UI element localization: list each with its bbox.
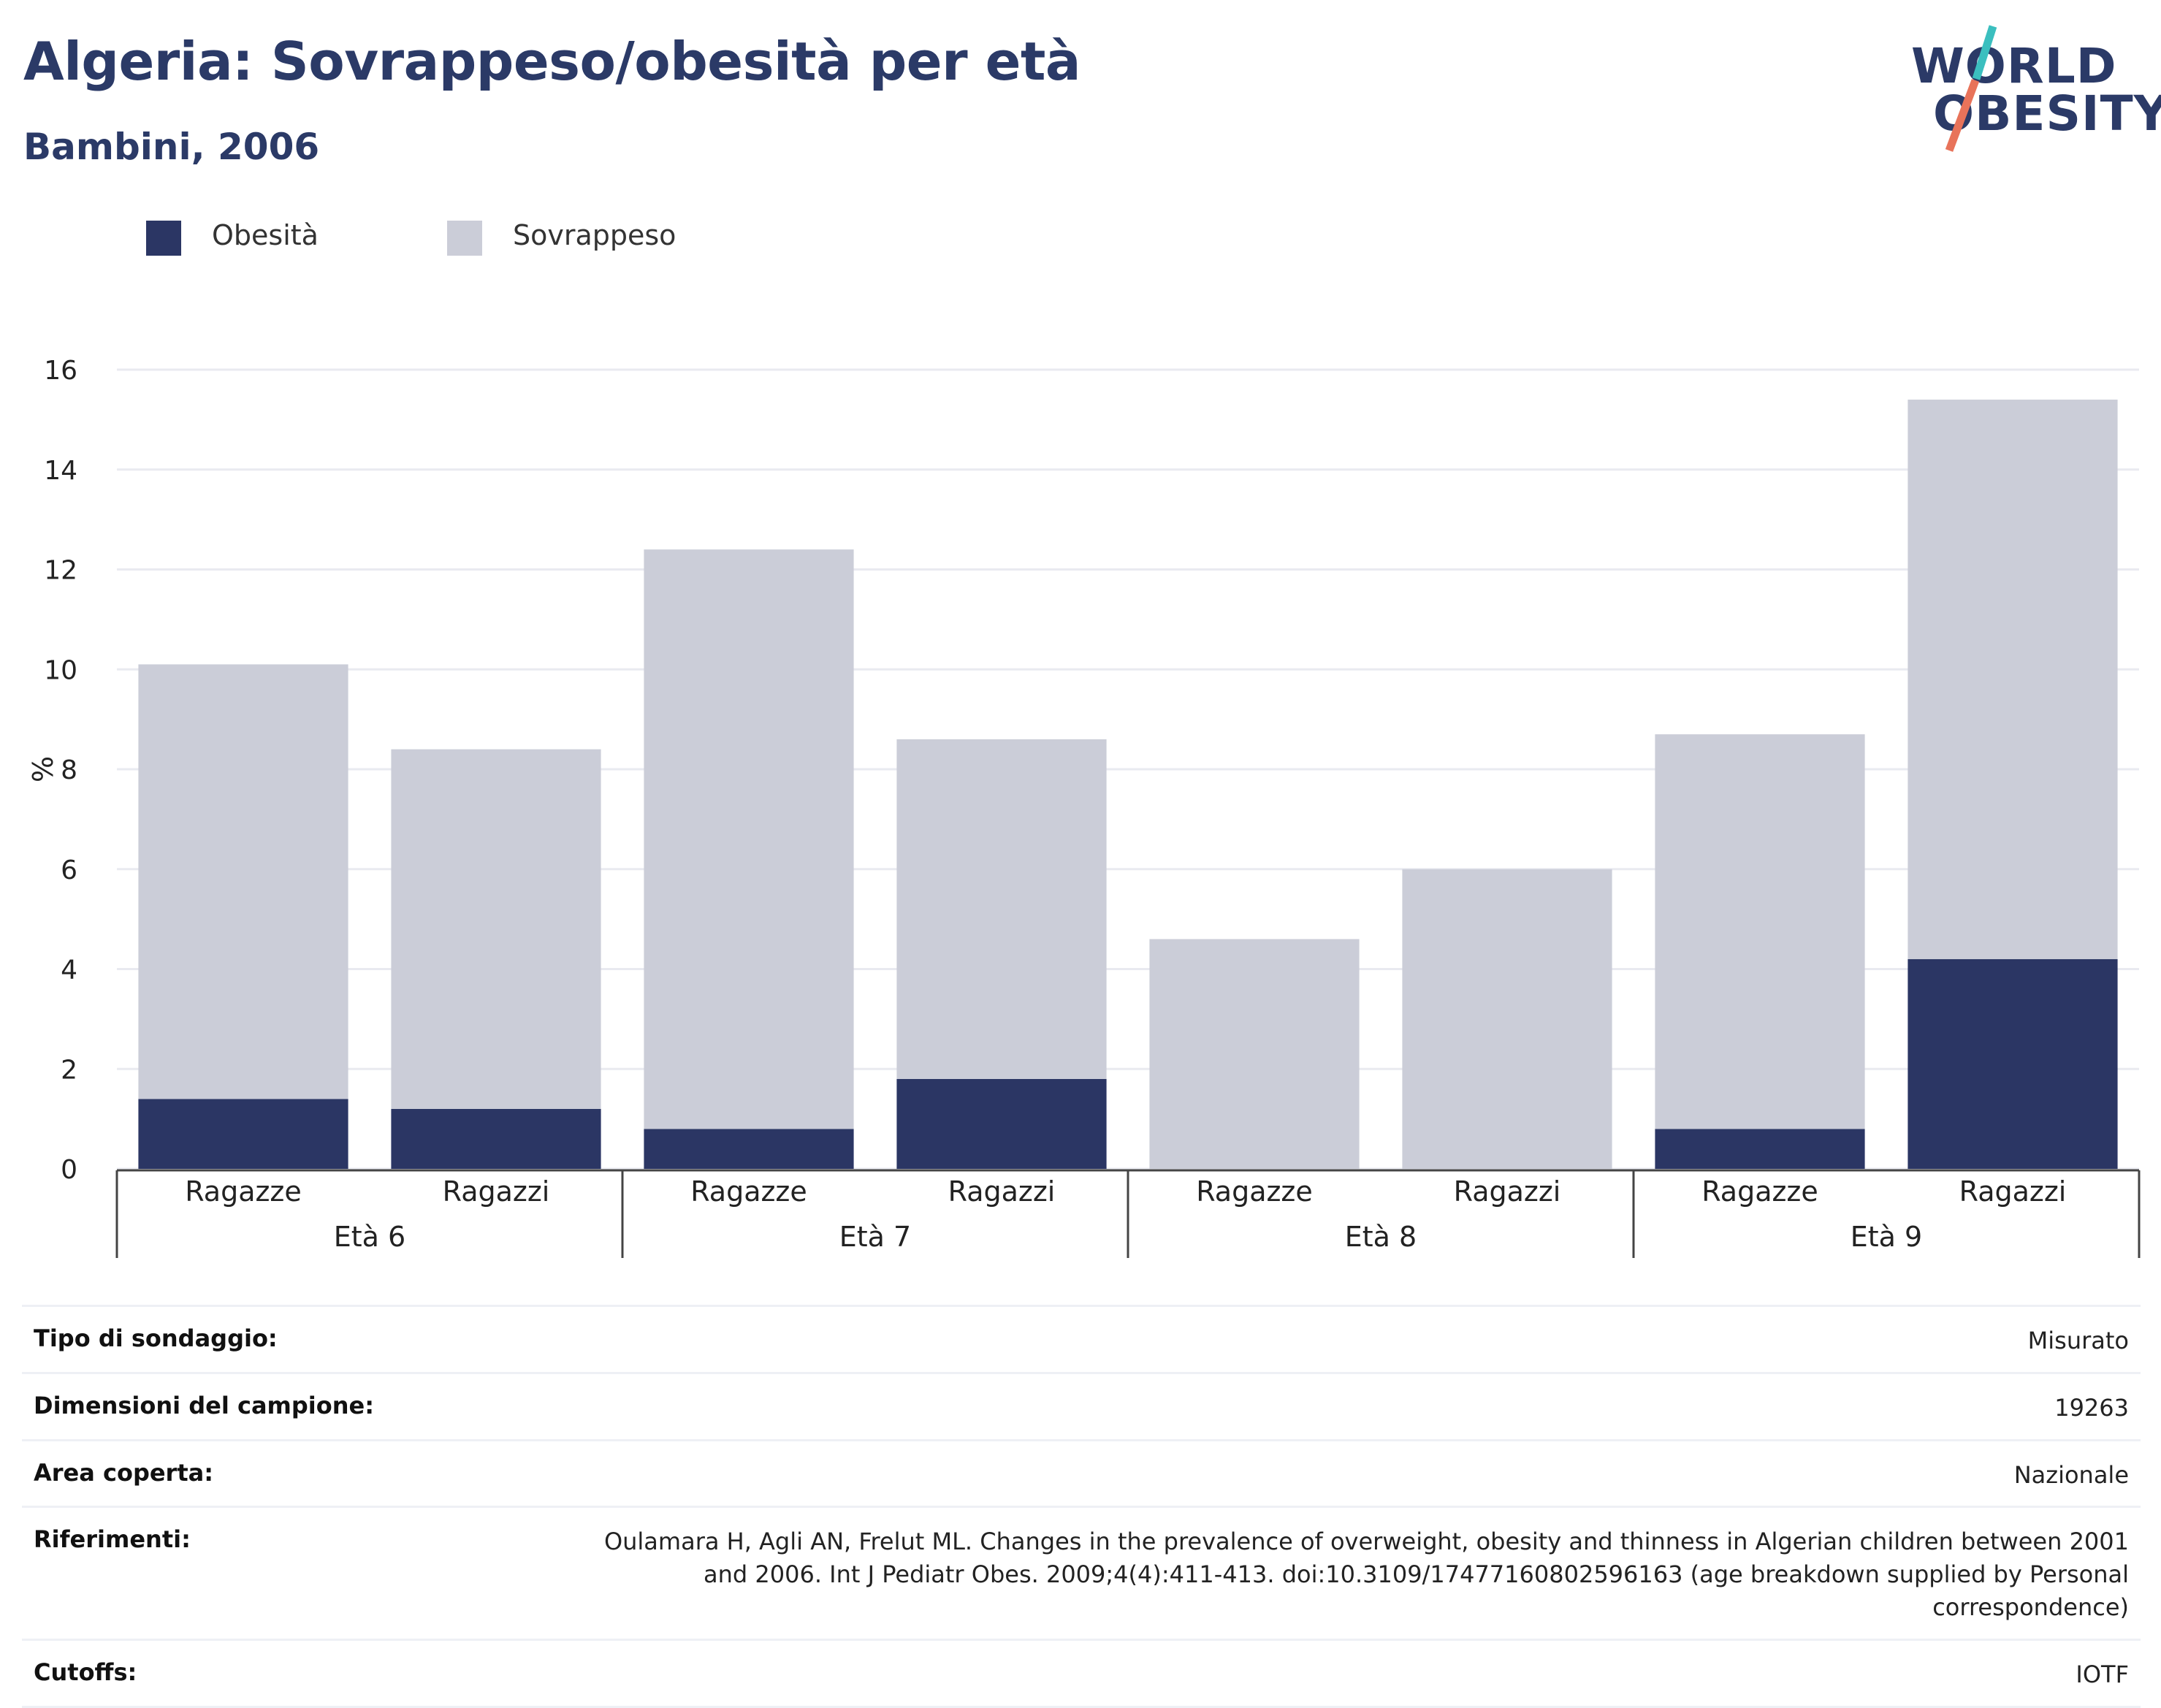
bar-sovrappeso (391, 749, 601, 1109)
info-value: Nazionale (2013, 1460, 2129, 1489)
x-group-label: Età 9 (1851, 1221, 1922, 1253)
info-value: IOTF (2076, 1660, 2129, 1688)
y-tick-label: 6 (61, 855, 77, 885)
bar-sovrappeso (1655, 734, 1865, 1129)
y-tick-label: 0 (61, 1155, 77, 1185)
info-table: Tipo di sondaggio: Misurato Dimensioni d… (22, 1305, 2141, 1708)
y-axis-label: % (27, 756, 59, 782)
y-tick-label: 8 (61, 755, 77, 785)
bar-sovrappeso (644, 549, 854, 1129)
x-category-label: Ragazzi (443, 1175, 550, 1208)
x-group-label: Età 7 (839, 1221, 911, 1253)
y-tick-label: 16 (44, 356, 77, 386)
info-value: 19263 (2054, 1393, 2129, 1422)
info-label: Cutoffs: (34, 1658, 137, 1686)
legend-label-obesita: Obesità (212, 219, 319, 251)
y-tick-label: 14 (44, 456, 77, 486)
y-tick-label: 2 (61, 1055, 77, 1085)
info-label: Tipo di sondaggio: (34, 1324, 278, 1352)
x-category-label: Ragazze (1701, 1175, 1818, 1208)
legend-swatch-sovrappeso (447, 221, 482, 256)
world-obesity-logo: WORLD OBESITY (1899, 20, 2161, 156)
bar-obesita (896, 1078, 1107, 1169)
info-label: Riferimenti: (34, 1525, 191, 1554)
info-row-survey-type: Tipo di sondaggio: Misurato (22, 1305, 2141, 1372)
x-category-label: Ragazzi (948, 1175, 1056, 1208)
x-category-label: Ragazze (690, 1175, 807, 1208)
legend-swatch-obesita (146, 221, 181, 256)
bar-obesita (1655, 1129, 1865, 1169)
x-category-label: Ragazzi (1454, 1175, 1561, 1208)
info-row-cutoffs: Cutoffs: IOTF (22, 1638, 2141, 1708)
bar-obesita (1907, 958, 2118, 1169)
info-value: Oulamara H, Agli AN, Frelut ML. Changes … (603, 1528, 2129, 1621)
logo-slash-icon (1945, 25, 1997, 152)
x-category-label: Ragazze (185, 1175, 302, 1208)
bar-sovrappeso (1907, 400, 2118, 959)
info-row-sample-size: Dimensioni del campione: 19263 (22, 1371, 2141, 1439)
x-category-label: Ragazzi (1959, 1175, 2067, 1208)
y-tick-label: 10 (44, 655, 77, 685)
info-value: Misurato (2027, 1327, 2129, 1354)
bar-obesita (644, 1129, 854, 1169)
bar-sovrappeso (138, 664, 348, 1099)
legend-label-sovrappeso: Sovrappeso (513, 219, 676, 251)
info-row-references: Riferimenti: Oulamara H, Agli AN, Frelut… (22, 1506, 2141, 1638)
info-row-area: Area coperta: Nazionale (22, 1438, 2141, 1506)
x-group-label: Età 6 (334, 1221, 405, 1253)
info-label: Area coperta: (34, 1458, 214, 1487)
info-label: Dimensioni del campione: (34, 1391, 375, 1419)
chart-title: Algeria: Sovrappeso/obesità per età (23, 31, 1081, 92)
chart-subtitle: Bambini, 2006 (23, 126, 320, 168)
bar-sovrappeso (1402, 869, 1612, 1169)
bar-chart: 0 2 4 6 8 10 12 14 16% Ragazze Ragazzi Ragazze Ragaz… (27, 356, 2141, 1258)
bar-obesita (138, 1099, 348, 1169)
y-tick-label: 4 (61, 956, 77, 985)
bar-sovrappeso (896, 739, 1107, 1079)
bar-obesita (391, 1108, 601, 1169)
x-group-label: Età 8 (1345, 1221, 1417, 1253)
logo-line1: WORLD (1911, 38, 2117, 94)
y-tick-label: 12 (44, 556, 77, 586)
x-category-label: Ragazze (1196, 1175, 1313, 1208)
bar-sovrappeso (1149, 939, 1360, 1169)
